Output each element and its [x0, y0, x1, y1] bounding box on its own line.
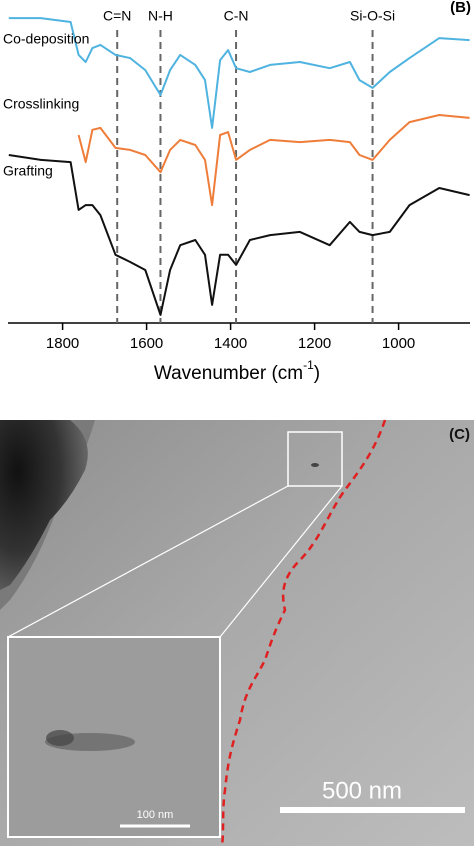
zoom-line — [219, 485, 343, 638]
zoom-line — [7, 485, 289, 638]
spectrum-line — [8, 154, 470, 316]
x-label-text: Wavenumber (cm — [154, 363, 303, 384]
boundary-line — [220, 419, 387, 846]
x-label-sup: -1 — [303, 358, 314, 372]
annotation-label: C=N — [103, 8, 131, 24]
x-tick-label: 1600 — [130, 335, 163, 352]
x-tick-label: 1000 — [382, 335, 415, 352]
annotation-label: Si-O-Si — [350, 8, 395, 24]
cluster — [46, 730, 74, 746]
series-label: Crosslinking — [3, 96, 79, 112]
annotation-label: N-H — [148, 8, 173, 24]
spectrum-line — [77, 114, 470, 207]
panel-label: (B) — [450, 0, 471, 16]
particle — [0, 420, 88, 590]
tem-panel: 100 nm 500 nm (C) — [0, 419, 474, 846]
cluster — [311, 463, 319, 467]
x-tick-label: 1800 — [46, 335, 79, 352]
x-tick-label: 1400 — [214, 335, 247, 352]
scale-text: 500 nm — [322, 777, 402, 804]
annotation-label: C-N — [224, 8, 249, 24]
x-axis-label: Wavenumber (cm-1) — [154, 358, 320, 384]
x-label-end: ) — [314, 363, 320, 384]
series-label: Grafting — [3, 163, 53, 179]
series-label: Co-deposition — [3, 31, 89, 47]
inset-scale-text: 100 nm — [137, 809, 174, 821]
zoom-box — [287, 431, 343, 487]
panel-label: (C) — [449, 426, 470, 443]
x-tick-label: 1200 — [298, 335, 331, 352]
spectrum-line — [8, 17, 470, 129]
